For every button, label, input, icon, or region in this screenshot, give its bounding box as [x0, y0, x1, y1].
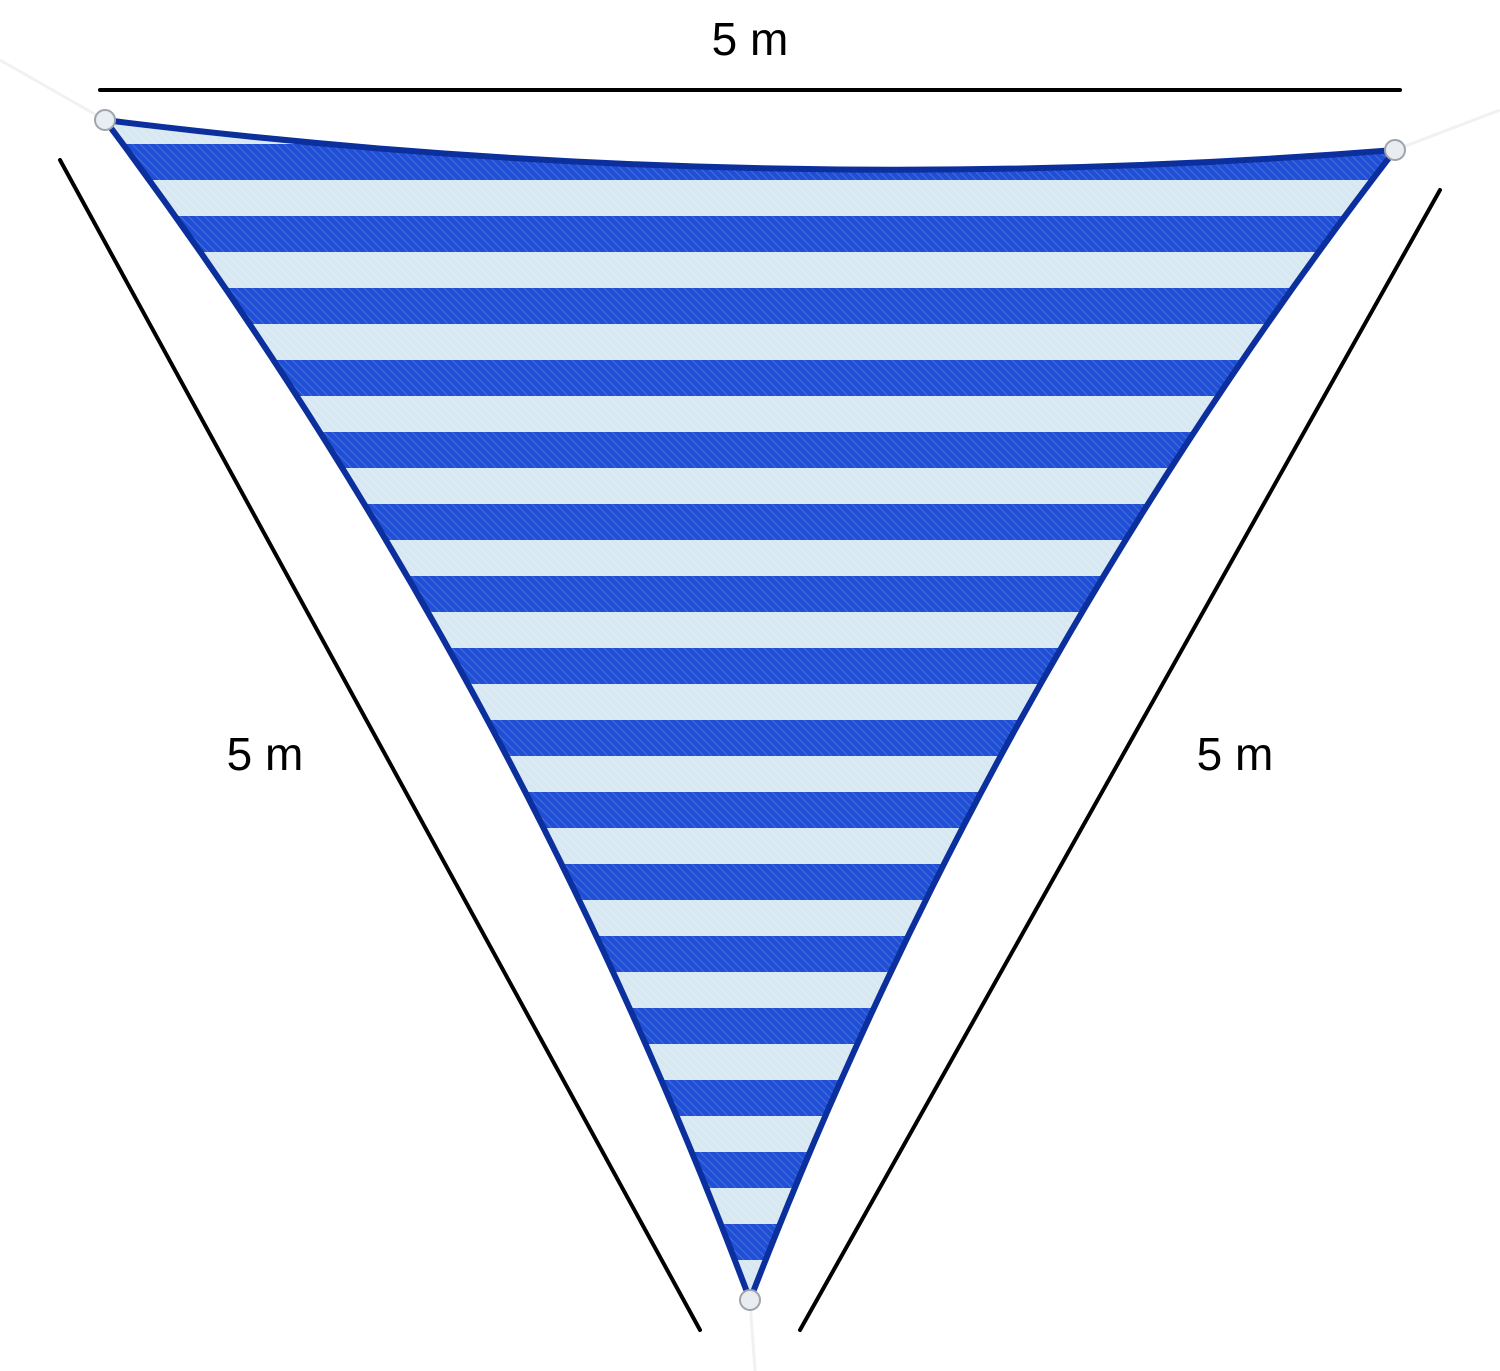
eyelet	[740, 1290, 760, 1310]
eyelet	[95, 110, 115, 130]
dimension-label-left: 5 m	[227, 728, 304, 780]
dimension-label-right: 5 m	[1197, 728, 1274, 780]
shade-sail	[0, 0, 1500, 1371]
dimension-diagram: 5 m 5 m 5 m	[0, 0, 1500, 1371]
dimension-label-top: 5 m	[712, 13, 789, 65]
eyelet	[1385, 140, 1405, 160]
